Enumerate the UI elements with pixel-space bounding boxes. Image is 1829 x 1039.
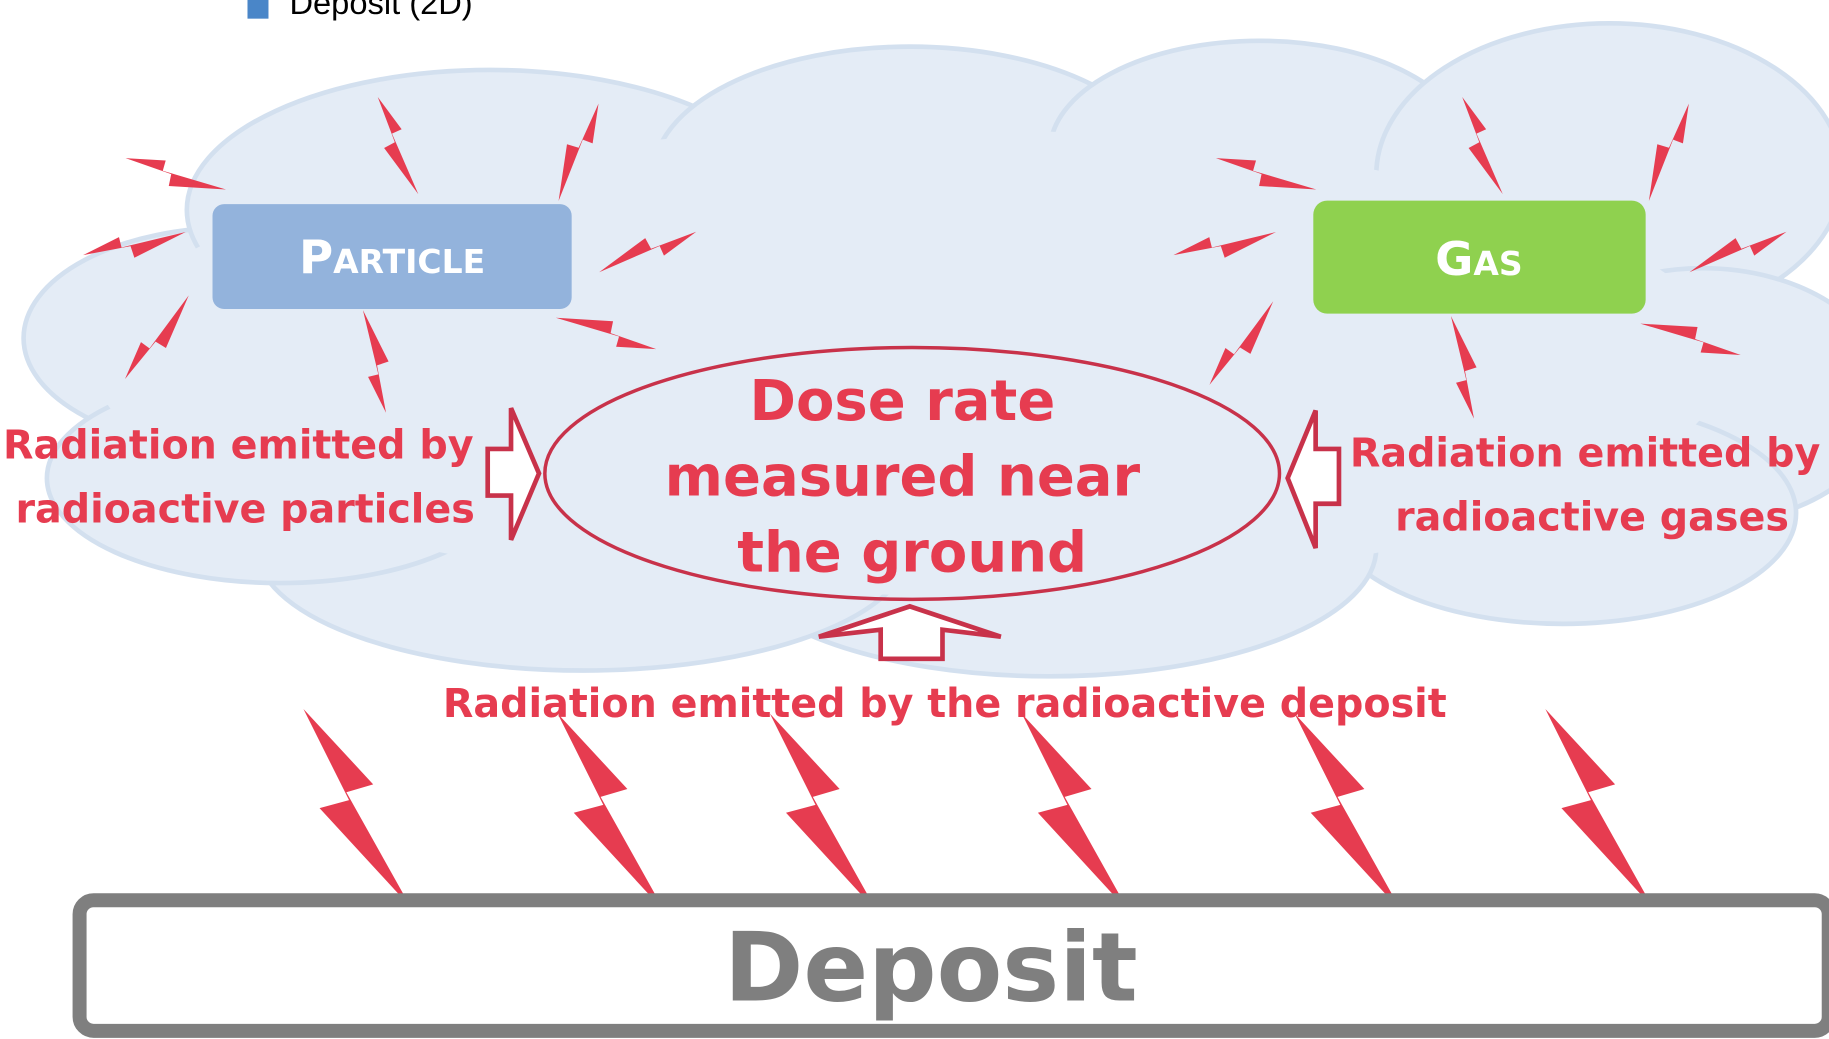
gas-label: Gas bbox=[1435, 232, 1523, 286]
particle-box bbox=[212, 204, 572, 310]
gas-radiation-label: Radiation emitted by radioactive gases bbox=[1350, 430, 1829, 540]
dose-ellipse bbox=[543, 345, 1282, 602]
gas-box bbox=[1313, 200, 1646, 314]
deposit-bolts bbox=[303, 708, 1653, 912]
particle-label: Particle bbox=[299, 230, 485, 284]
legend-swatch bbox=[247, 0, 269, 19]
particle-radiation-label: Radiation emitted by radioactive particl… bbox=[3, 422, 487, 532]
legend-label: Deposit (2D) bbox=[289, 0, 472, 21]
center-label: Dose rate measured near the ground bbox=[665, 369, 1160, 586]
deposit-label: Deposit bbox=[724, 912, 1138, 1024]
deposit-radiation-label: Radiation emitted by the radioactive dep… bbox=[443, 681, 1447, 727]
arrows bbox=[485, 407, 1342, 662]
